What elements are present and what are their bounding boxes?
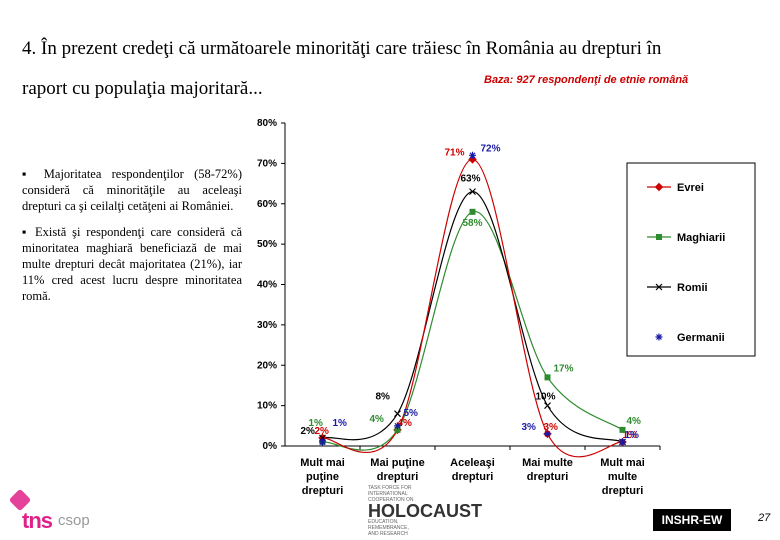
data-label: 58%: [463, 218, 483, 229]
legend-label-germanii: Germanii: [677, 332, 725, 344]
data-label: 4%: [398, 418, 413, 429]
legend-label-romii: Romii: [677, 282, 708, 294]
data-point-romii: [469, 188, 476, 196]
x-tick-label: Mult mai multe drepturi: [600, 457, 645, 497]
data-point-germanii: [469, 151, 476, 159]
legend-swatch-marker: [656, 234, 662, 240]
legend-swatch-marker: [655, 333, 663, 341]
data-point-germanii: [619, 438, 626, 446]
slide-title-line2: raport cu populaţia majoritară...: [22, 78, 263, 99]
legend-swatch-marker: [655, 283, 663, 291]
data-point-germanii: [394, 422, 401, 430]
data-label: 1%: [623, 430, 638, 441]
inshr-badge: INSHR-EW: [653, 509, 731, 531]
data-label: 8%: [376, 392, 391, 403]
bullet-list: ▪ Majoritatea respondenţilor (58-72%) co…: [22, 166, 242, 314]
data-label: 2%: [315, 426, 330, 437]
page-number: 27: [758, 512, 771, 524]
y-tick-label: 0%: [263, 441, 278, 452]
x-tick-label: Mai puţine drepturi: [370, 457, 424, 483]
y-tick-label: 20%: [257, 360, 277, 371]
x-tick-label: Mult mai puţine drepturi: [300, 457, 345, 497]
data-label: 17%: [554, 363, 574, 374]
y-tick-label: 70%: [257, 158, 277, 169]
logo-csop-text: csop: [58, 512, 90, 529]
data-label: 63%: [461, 174, 481, 185]
bullet-item-1: ▪ Majoritatea respondenţilor (58-72%) co…: [22, 167, 242, 213]
data-point-romii: [544, 402, 551, 410]
data-label: 1%: [309, 418, 324, 429]
series-line-romii: [322, 191, 623, 443]
data-label: 5%: [404, 408, 419, 419]
legend-label-evrei: Evrei: [677, 182, 704, 194]
slide-title-line1: 4. În prezent credeţi că următoarele min…: [22, 38, 662, 59]
legend-box: [626, 162, 756, 357]
data-label: 72%: [481, 143, 501, 154]
data-label: 2%: [301, 426, 316, 437]
y-tick-label: 10%: [257, 401, 277, 412]
taskforce-holocaust: HOLOCAUST: [368, 501, 482, 521]
taskforce-line1: TASK FORCE FOR INTERNATIONAL COOPERATION…: [368, 485, 414, 503]
data-point-maghiarii: [469, 208, 476, 215]
y-tick-label: 60%: [257, 199, 277, 210]
data-point-maghiarii: [619, 426, 626, 433]
data-label: 4%: [627, 416, 642, 427]
series-line-maghiarii: [322, 211, 623, 451]
data-label: 10%: [536, 392, 556, 403]
data-label: 1%: [333, 418, 348, 429]
data-label: 3%: [544, 422, 559, 433]
y-tick-label: 40%: [257, 280, 277, 291]
data-label: 4%: [370, 414, 385, 425]
y-tick-label: 80%: [257, 118, 277, 129]
data-label: 3%: [522, 422, 537, 433]
taskforce-logo: TASK FORCE FOR INTERNATIONAL COOPERATION…: [368, 485, 482, 537]
data-label: 71%: [445, 147, 465, 158]
y-tick-label: 30%: [257, 320, 277, 331]
x-tick-label: Aceleaşi drepturi: [450, 457, 495, 483]
series-line-evrei: [322, 158, 623, 458]
data-point-germanii: [319, 438, 326, 446]
data-point-germanii: [544, 430, 551, 438]
y-tick-label: 50%: [257, 239, 277, 250]
logo-tns-text: tns: [22, 508, 53, 533]
bullet-item-2: ▪ Există şi respondenţi care consideră c…: [22, 225, 242, 303]
x-tick-label: Mai multe drepturi: [522, 457, 573, 483]
data-point-romii: [394, 410, 401, 418]
base-note: Baza: 927 respondenţi de etnie română: [484, 74, 689, 86]
legend-label-maghiarii: Maghiarii: [677, 232, 725, 244]
data-point-maghiarii: [394, 426, 401, 433]
data-label: 1%: [625, 430, 640, 441]
taskforce-line2: EDUCATION, REMEMBRANCE, AND RESEARCH: [368, 519, 409, 537]
data-point-maghiarii: [544, 374, 551, 381]
